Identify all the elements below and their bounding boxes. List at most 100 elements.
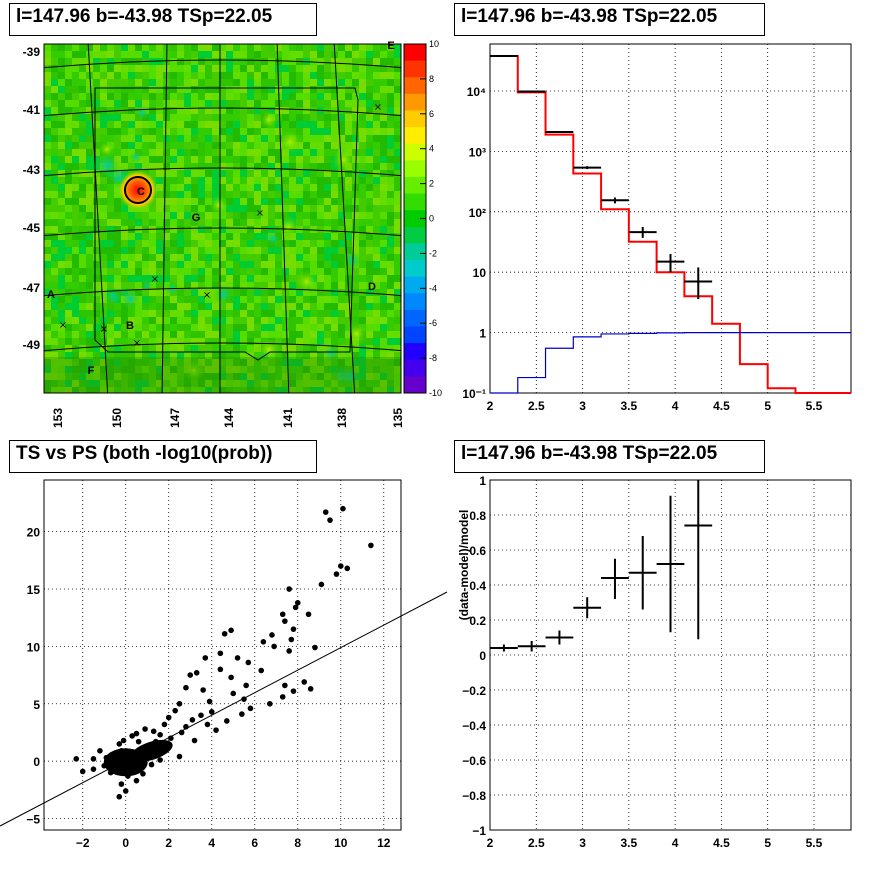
map-cell <box>100 331 107 338</box>
map-cell <box>114 93 121 100</box>
map-cell <box>345 177 352 184</box>
map-cell <box>79 366 86 373</box>
map-cell <box>135 135 142 142</box>
map-cell <box>317 79 324 86</box>
map-cell <box>226 247 233 254</box>
map-cell <box>303 65 310 72</box>
map-cell <box>191 226 198 233</box>
map-cell <box>170 184 177 191</box>
map-cell <box>380 142 387 149</box>
map-cell <box>72 240 79 247</box>
map-cell <box>86 44 93 51</box>
map-cell <box>380 93 387 100</box>
map-cell <box>177 51 184 58</box>
map-cell <box>191 387 198 393</box>
map-cell <box>86 233 93 240</box>
map-cell <box>303 86 310 93</box>
map-cell <box>254 51 261 58</box>
map-cell <box>268 254 275 261</box>
map-cell <box>142 149 149 156</box>
map-cell <box>135 142 142 149</box>
map-cell <box>324 177 331 184</box>
map-cell <box>275 331 282 338</box>
map-hotspot <box>118 170 158 210</box>
map-cell <box>324 254 331 261</box>
map-cell <box>191 79 198 86</box>
map-cell <box>135 240 142 247</box>
map-cell <box>366 219 373 226</box>
map-cell <box>219 366 226 373</box>
map-cell <box>303 142 310 149</box>
map-cell <box>275 268 282 275</box>
map-cell <box>184 184 191 191</box>
map-cell <box>156 86 163 93</box>
map-cell <box>149 289 156 296</box>
scatter-point <box>230 690 237 697</box>
map-cell <box>58 79 65 86</box>
map-cell <box>163 184 170 191</box>
map-cell <box>177 345 184 352</box>
map-cell <box>310 261 317 268</box>
map-cell <box>219 352 226 359</box>
map-cell <box>198 387 205 393</box>
map-cell <box>72 191 79 198</box>
map-cell <box>184 324 191 331</box>
map-cell <box>394 317 401 324</box>
residual-x-tick-label: 5.5 <box>806 836 823 850</box>
map-cell <box>205 212 212 219</box>
map-cell <box>86 324 93 331</box>
map-cell <box>65 114 72 121</box>
map-cell <box>58 387 65 393</box>
map-cell <box>191 93 198 100</box>
map-cell <box>65 233 72 240</box>
map-cell <box>121 163 128 170</box>
map-cell <box>240 310 247 317</box>
map-cell <box>247 51 254 58</box>
map-cell <box>352 268 359 275</box>
map-cell <box>191 191 198 198</box>
map-cell <box>303 303 310 310</box>
map-cell <box>387 156 394 163</box>
map-cell <box>184 93 191 100</box>
spectrum-y-tick-label: 10⁴ <box>467 85 486 99</box>
map-cell <box>380 303 387 310</box>
map-cell <box>366 44 373 51</box>
map-cell <box>219 331 226 338</box>
map-cell <box>163 352 170 359</box>
map-cell <box>254 261 261 268</box>
map-cell <box>51 44 58 51</box>
map-cell <box>170 65 177 72</box>
map-cell <box>128 163 135 170</box>
map-cell <box>121 373 128 380</box>
map-cell <box>289 352 296 359</box>
map-cell <box>373 380 380 387</box>
map-cell <box>331 177 338 184</box>
map-cell <box>58 135 65 142</box>
map-cell <box>156 289 163 296</box>
map-cell <box>324 380 331 387</box>
scatter-point <box>344 565 351 572</box>
map-cell <box>205 366 212 373</box>
map-cell <box>387 100 394 107</box>
map-cell <box>149 233 156 240</box>
map-cell <box>226 93 233 100</box>
map-cell <box>156 128 163 135</box>
map-cell <box>226 86 233 93</box>
map-y-tick-label: -49 <box>23 338 41 352</box>
map-cell <box>387 177 394 184</box>
map-cell <box>100 65 107 72</box>
residual-x-tick-label: 4 <box>672 836 679 850</box>
map-cell <box>331 114 338 121</box>
map-cell <box>310 254 317 261</box>
map-cell <box>72 44 79 51</box>
map-cell <box>114 65 121 72</box>
map-cell <box>51 275 58 282</box>
map-cell <box>219 345 226 352</box>
map-cell <box>135 100 142 107</box>
map-cell <box>247 331 254 338</box>
map-cell <box>100 44 107 51</box>
map-cell <box>177 114 184 121</box>
map-cell <box>394 387 401 393</box>
map-cell <box>86 296 93 303</box>
map-cell <box>170 380 177 387</box>
